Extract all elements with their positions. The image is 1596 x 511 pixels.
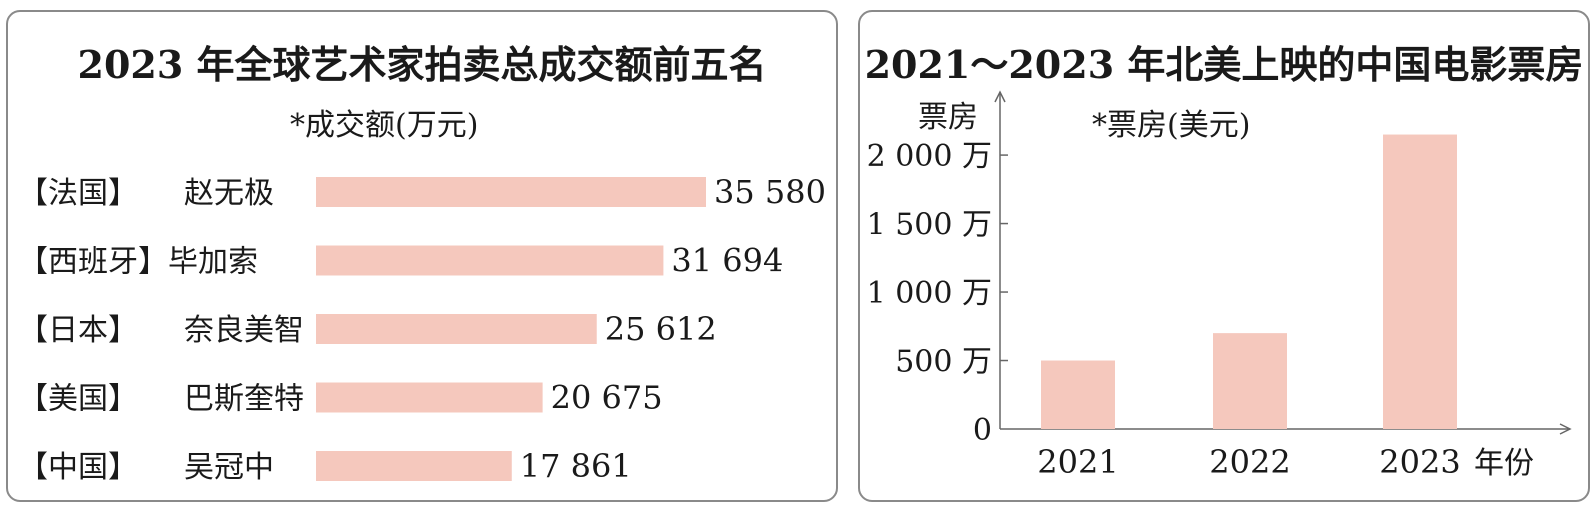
- x-tick-label: 2023: [1379, 443, 1460, 481]
- country-label: 【美国】: [18, 382, 138, 417]
- y-tick-label: 2 000 万: [867, 139, 992, 174]
- bar: [316, 245, 664, 276]
- right-chart-plot: 票房 0 500 万 1 000 万 1 500 万 2 000 万 2021 2022 202…: [867, 90, 1572, 481]
- y-axis-arrow: [994, 90, 1006, 103]
- y-axis-label: 票房: [918, 100, 978, 135]
- value-label: 20 675: [551, 379, 663, 417]
- value-label: 35 580: [714, 173, 826, 211]
- artist-label: 奈良美智: [184, 313, 304, 348]
- artist-label: 巴斯奎特: [184, 382, 304, 417]
- right-chart-title: 2021～2023 年北美上映的中国电影票房: [864, 42, 1584, 87]
- value-label: 17 861: [520, 447, 632, 485]
- left-chart-plot: 【法国】 赵无极 35 580 【西班牙】 毕加索 31 694 【日本】 奈良美智 25 61…: [18, 173, 826, 485]
- value-label: 31 694: [671, 242, 783, 280]
- right-chart-subtitle: *票房(美元): [1092, 108, 1251, 143]
- bar: [316, 314, 597, 344]
- left-chart-panel: 2023 年全球艺术家拍卖总成交额前五名 *成交额(万元) 【法国】 赵无极 35 …: [6, 10, 838, 502]
- left-chart-title: 2023 年全球艺术家拍卖总成交额前五名: [77, 42, 767, 87]
- value-label: 25 612: [605, 310, 717, 348]
- artist-label: 毕加索: [168, 245, 258, 280]
- y-tick-label: 1 000 万: [867, 276, 992, 311]
- artist-label: 吴冠中: [184, 450, 274, 485]
- bar: [316, 382, 543, 413]
- country-label: 【中国】: [18, 450, 138, 485]
- left-chart-subtitle: *成交额(万元): [290, 108, 479, 143]
- y-tick-label: 1 500 万: [867, 208, 992, 243]
- x-axis-arrow: [1559, 423, 1572, 435]
- bar: [1213, 333, 1287, 429]
- right-chart-panel: 2021～2023 年北美上映的中国电影票房 *票房(美元) 票房 0 500 万 1…: [858, 10, 1590, 502]
- country-label: 【日本】: [18, 313, 138, 348]
- x-axis-label: 年份: [1474, 446, 1534, 481]
- y-tick-label: 0: [973, 413, 992, 448]
- y-tick-label: 500 万: [895, 345, 992, 380]
- bar: [316, 177, 706, 207]
- country-label: 【法国】: [18, 176, 138, 211]
- bar: [1383, 134, 1457, 429]
- x-tick-label: 2022: [1209, 443, 1290, 481]
- x-tick-label: 2021: [1037, 443, 1118, 481]
- artist-label: 赵无极: [184, 176, 274, 211]
- bar: [316, 451, 512, 481]
- country-label: 【西班牙】: [18, 245, 168, 280]
- bar: [1041, 360, 1115, 429]
